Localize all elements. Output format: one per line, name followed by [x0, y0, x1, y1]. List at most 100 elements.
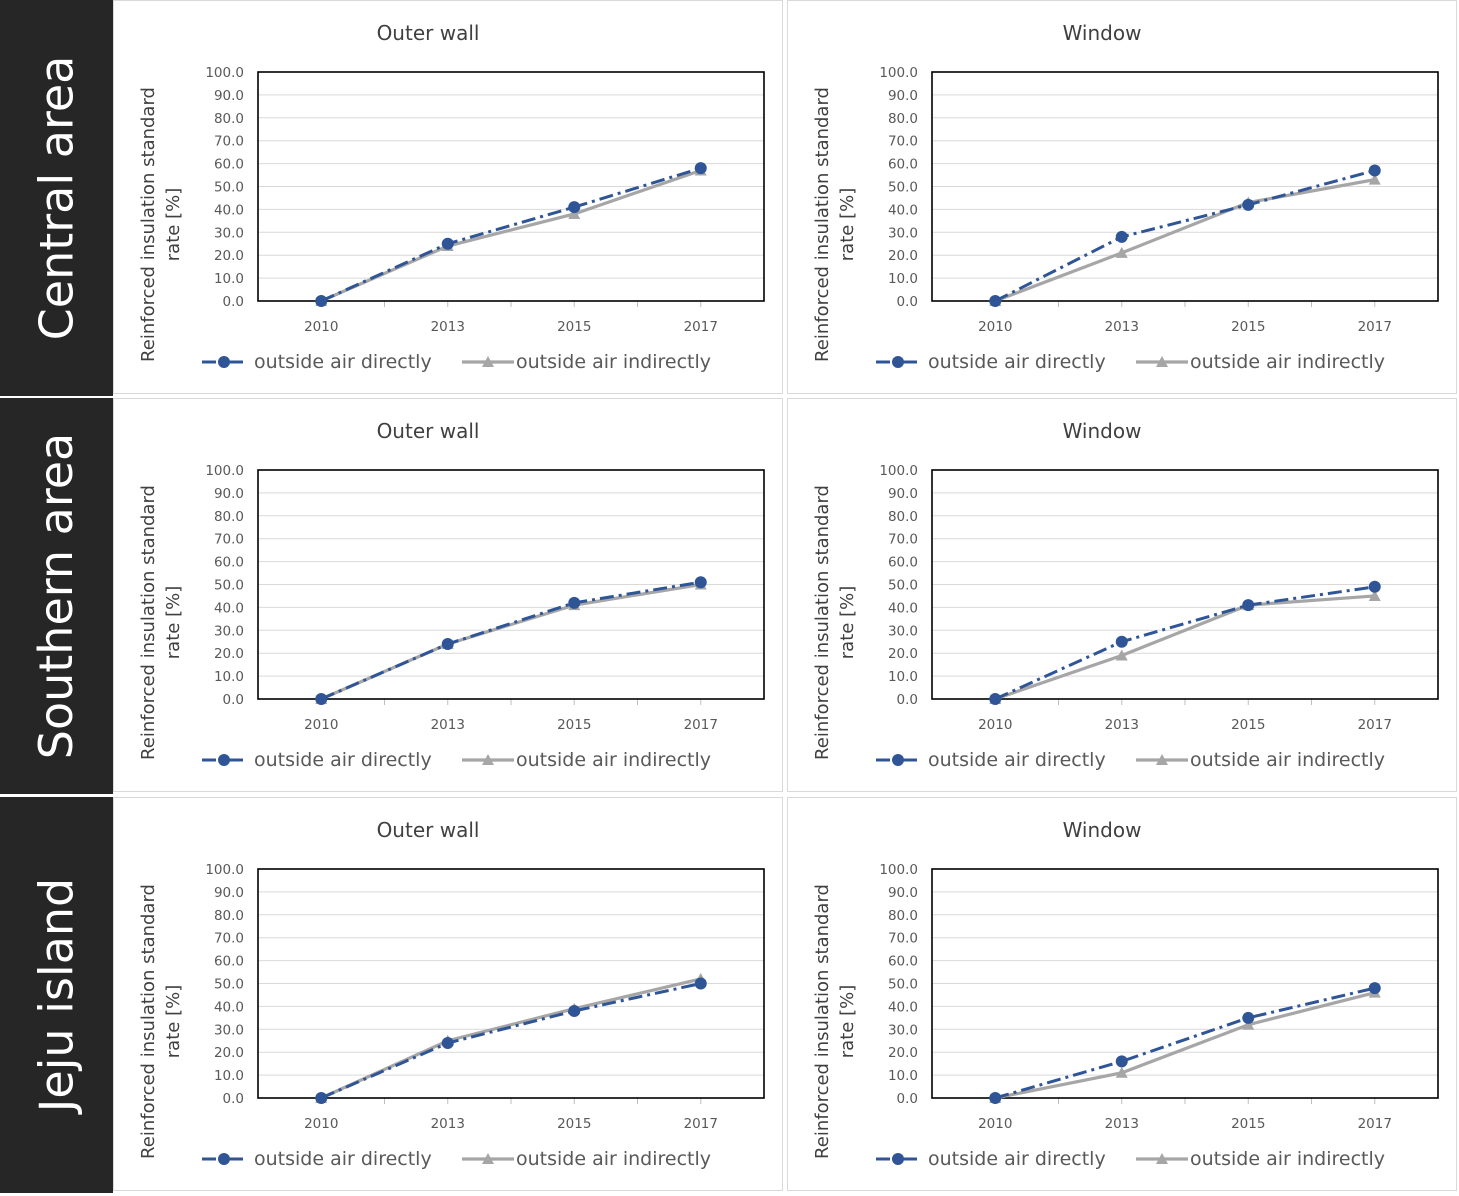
data-point [1368, 164, 1381, 177]
line-chart: Window 0.0 10.0 20.0 30.0 40.0 50.0 60.0 70.0 80.… [812, 818, 1439, 1170]
y-tick-label: 20.0 [214, 646, 244, 662]
row-label: Southern area [29, 432, 84, 760]
x-tick-label: 2010 [304, 319, 338, 335]
x-tick-label: 2010 [304, 1116, 338, 1132]
data-point [1115, 230, 1128, 243]
series-line [994, 594, 1375, 701]
x-tick-label: 2013 [431, 1116, 465, 1132]
legend-label: outside air indirectly [1190, 749, 1385, 771]
data-point [315, 295, 328, 307]
chart-panel: Window 0.0 10.0 20.0 30.0 40.0 50.0 60.0 70.0 80.… [787, 797, 1457, 1191]
y-tick-label: 10.0 [214, 669, 244, 685]
data-point [989, 1092, 1002, 1104]
line-chart: Outer wall 0.0 10.0 20.0 30.0 40.0 50.0 60.0 70.… [138, 21, 765, 373]
y-tick-label: 0.0 [897, 294, 918, 310]
data-point [315, 1092, 328, 1104]
y-tick-label: 40.0 [214, 600, 244, 616]
y-tick-label: 30.0 [888, 1022, 918, 1038]
row-label-panel: Central area [0, 0, 113, 396]
chart-panel: Window 0.0 10.0 20.0 30.0 40.0 50.0 60.0 70.0 80.… [787, 0, 1457, 394]
y-tick-label: 60.0 [888, 555, 918, 571]
plot-area-frame [257, 469, 765, 700]
x-tick-label: 2010 [978, 1116, 1012, 1132]
legend: outside air directly outside air indirect… [202, 351, 711, 373]
legend-marker [482, 754, 494, 765]
y-tick-label: 100.0 [205, 65, 244, 81]
y-tick-label: 30.0 [214, 225, 244, 241]
data-point [694, 162, 707, 175]
series-line [994, 169, 1376, 303]
legend-label: outside air directly [928, 351, 1106, 373]
legend-marker [1156, 754, 1168, 765]
y-tick-label: 80.0 [214, 111, 244, 127]
legend-label: outside air directly [254, 351, 432, 373]
y-tick-label: 40.0 [888, 202, 918, 218]
legend-marker [482, 1153, 494, 1164]
y-tick-label: 50.0 [214, 578, 244, 594]
y-tick-label: 90.0 [214, 486, 244, 502]
y-tick-label: 40.0 [888, 999, 918, 1015]
y-tick-label: 70.0 [214, 931, 244, 947]
data-point [1242, 599, 1255, 612]
line-chart: Outer wall 0.0 10.0 20.0 30.0 40.0 50.0 60.0 70.… [138, 419, 765, 771]
line-chart: Outer wall 0.0 10.0 20.0 30.0 40.0 50.0 60.0 70.… [138, 818, 765, 1170]
y-tick-label: 40.0 [888, 600, 918, 616]
y-tick-label: 0.0 [897, 692, 918, 708]
chart-title: Window [1063, 21, 1142, 45]
y-axis-label: Reinforced insulation standard rate [%] [138, 485, 184, 760]
chart-title: Outer wall [377, 818, 480, 842]
legend: outside air directly outside air indirect… [202, 749, 711, 771]
y-tick-label: 50.0 [888, 180, 918, 196]
data-point [1368, 580, 1381, 593]
legend: outside air directly outside air indirect… [202, 1148, 711, 1170]
y-tick-label: 20.0 [888, 1045, 918, 1061]
y-tick-label: 40.0 [214, 202, 244, 218]
y-tick-label: 60.0 [214, 555, 244, 571]
data-point [1242, 198, 1255, 211]
x-tick-label: 2015 [1231, 1116, 1265, 1132]
plot-area-frame [931, 71, 1439, 302]
y-tick-label: 100.0 [205, 463, 244, 479]
legend-label: outside air indirectly [516, 1148, 711, 1170]
legend: outside air directly outside air indirect… [876, 1148, 1385, 1170]
data-point [1115, 1055, 1128, 1068]
row-label-panel: Jeju island [0, 797, 113, 1193]
y-tick-label: 70.0 [888, 532, 918, 548]
y-tick-label: 80.0 [214, 509, 244, 525]
y-tick-label: 0.0 [223, 294, 244, 310]
x-tick-label: 2013 [1105, 1116, 1139, 1132]
y-tick-label: 70.0 [888, 931, 918, 947]
y-tick-label: 20.0 [214, 1045, 244, 1061]
y-tick-label: 40.0 [214, 999, 244, 1015]
chart-panel: Outer wall 0.0 10.0 20.0 30.0 40.0 50.0 60.0 70.… [113, 0, 783, 394]
data-point [441, 1037, 454, 1050]
plot-area-frame [931, 469, 1439, 700]
data-point [989, 693, 1002, 705]
data-point [441, 638, 454, 651]
x-tick-label: 2010 [304, 717, 338, 733]
y-tick-label: 90.0 [888, 486, 918, 502]
y-tick-label: 80.0 [888, 509, 918, 525]
legend-marker [1156, 356, 1168, 367]
y-tick-label: 10.0 [888, 1068, 918, 1084]
plot-area-frame [257, 868, 765, 1099]
y-tick-label: 0.0 [897, 1091, 918, 1107]
row-label-panel: Southern area [0, 398, 113, 794]
x-tick-label: 2013 [1105, 319, 1139, 335]
y-tick-label: 90.0 [888, 88, 918, 104]
legend-marker [218, 754, 230, 766]
series-line [320, 168, 702, 303]
y-axis-label: Reinforced insulation standard rate [%] [138, 87, 184, 362]
chart-panel: Window 0.0 10.0 20.0 30.0 40.0 50.0 60.0 70.0 80.… [787, 398, 1457, 792]
legend-label: outside air indirectly [1190, 1148, 1385, 1170]
legend-marker [482, 356, 494, 367]
y-tick-label: 30.0 [888, 623, 918, 639]
x-tick-label: 2010 [978, 717, 1012, 733]
series-line [994, 585, 1375, 701]
plot-area-frame [931, 868, 1439, 1099]
legend-marker [218, 356, 230, 368]
y-tick-label: 10.0 [214, 1068, 244, 1084]
chart-title: Outer wall [377, 419, 480, 443]
legend-label: outside air indirectly [516, 351, 711, 373]
y-tick-label: 70.0 [214, 532, 244, 548]
